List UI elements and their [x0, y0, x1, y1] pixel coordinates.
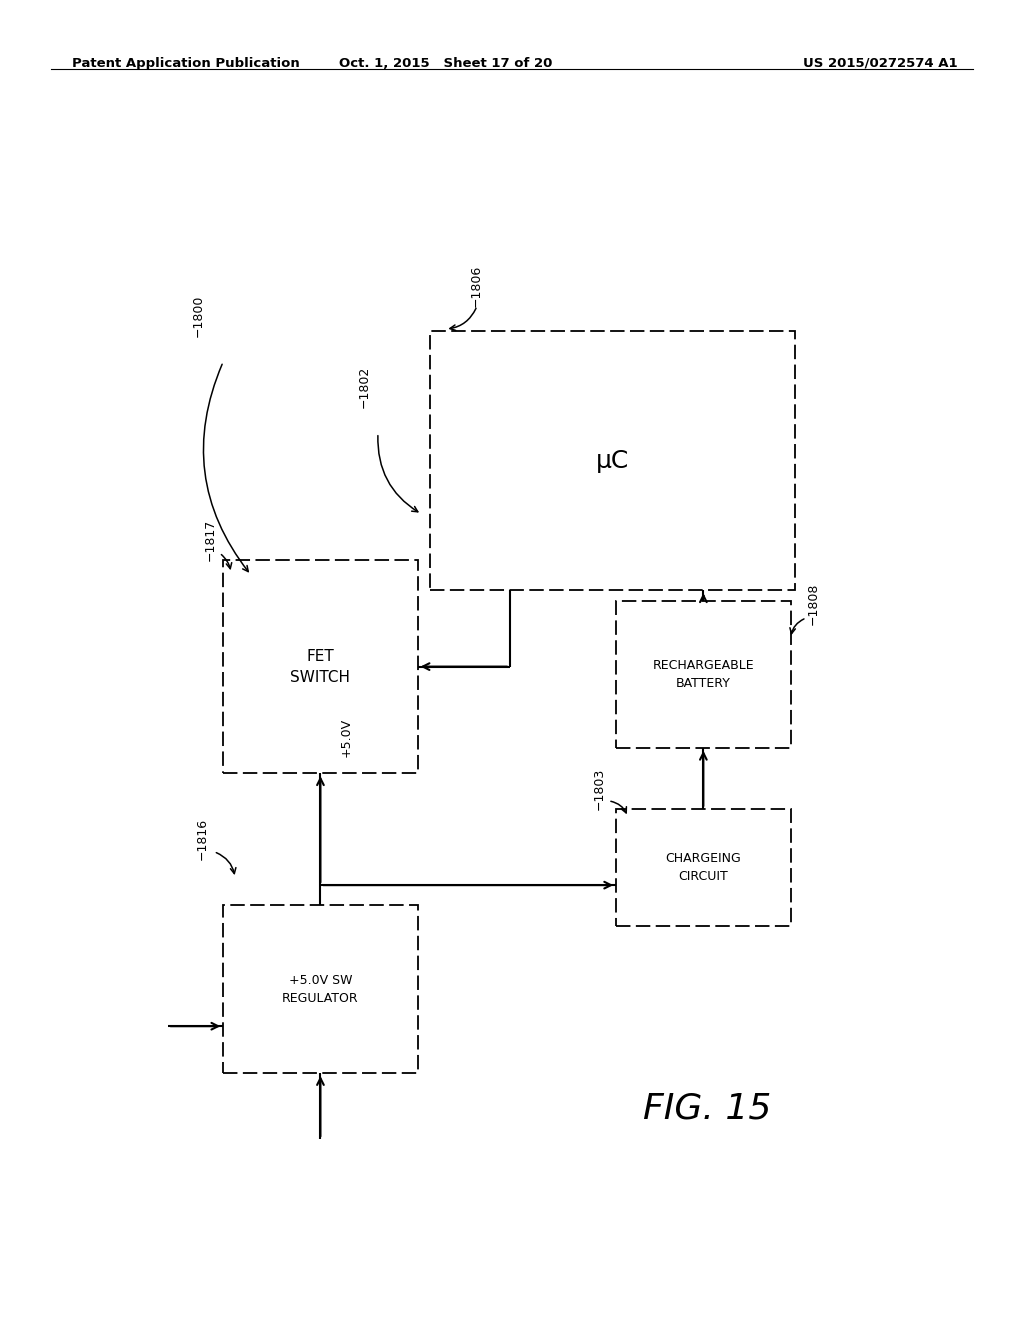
- Text: −1817: −1817: [204, 519, 216, 561]
- Text: μC: μC: [596, 449, 629, 473]
- Text: −1802: −1802: [358, 366, 371, 408]
- Text: FIG. 15: FIG. 15: [643, 1092, 771, 1126]
- Text: −1808: −1808: [807, 582, 819, 624]
- Text: −1803: −1803: [592, 767, 605, 809]
- Bar: [223, 560, 418, 774]
- Text: RECHARGEABLE
BATTERY: RECHARGEABLE BATTERY: [652, 659, 754, 690]
- Text: Patent Application Publication: Patent Application Publication: [72, 57, 299, 70]
- Text: Oct. 1, 2015   Sheet 17 of 20: Oct. 1, 2015 Sheet 17 of 20: [339, 57, 552, 70]
- Text: CHARGEING
CIRCUIT: CHARGEING CIRCUIT: [666, 851, 741, 883]
- Bar: [223, 906, 418, 1073]
- Text: FET
SWITCH: FET SWITCH: [291, 648, 350, 685]
- Bar: [616, 809, 791, 925]
- Bar: [616, 601, 791, 748]
- Text: +5.0V SW
REGULATOR: +5.0V SW REGULATOR: [283, 974, 358, 1005]
- Text: US 2015/0272574 A1: US 2015/0272574 A1: [803, 57, 957, 70]
- Bar: [430, 331, 795, 590]
- Text: +5.0V: +5.0V: [340, 718, 352, 758]
- Text: −1816: −1816: [196, 818, 209, 861]
- Text: −1800: −1800: [191, 294, 205, 337]
- Text: −1806: −1806: [469, 264, 482, 306]
